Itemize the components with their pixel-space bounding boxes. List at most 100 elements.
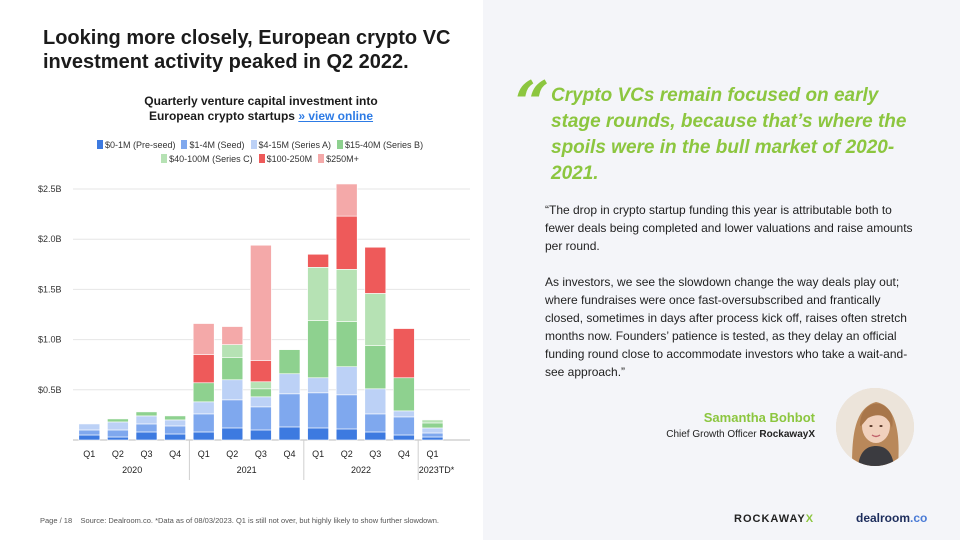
bar-segment bbox=[164, 425, 186, 435]
y-tick-label: $1.0B bbox=[38, 335, 62, 345]
bar-segment bbox=[78, 434, 101, 441]
bar-segment bbox=[421, 436, 444, 441]
bar-segment bbox=[78, 429, 101, 436]
bar-segment bbox=[307, 320, 329, 379]
bar-segment bbox=[421, 422, 444, 429]
bar-segment bbox=[135, 411, 158, 417]
bar-segment bbox=[421, 427, 444, 434]
bar-segment bbox=[364, 345, 387, 390]
chart-legend: $0-1M (Pre-seed) $1-4M (Seed) $4-15M (Seri… bbox=[70, 138, 450, 166]
x-tick-label: Q3 bbox=[255, 449, 267, 459]
view-online-link[interactable]: » view online bbox=[298, 109, 374, 123]
bar-segment bbox=[335, 215, 358, 270]
bar-segment bbox=[192, 354, 215, 384]
rockaway-logo-x: X bbox=[805, 513, 815, 525]
bar-segment bbox=[278, 373, 301, 395]
bar-segment bbox=[221, 427, 244, 441]
bar-segment bbox=[250, 244, 272, 361]
year-label: 2021 bbox=[237, 465, 257, 475]
bar-segment bbox=[421, 419, 444, 424]
bar-segment bbox=[335, 394, 358, 430]
bar-segment bbox=[107, 436, 129, 441]
year-label: 2023TD* bbox=[419, 465, 455, 475]
bar-segment bbox=[221, 357, 244, 381]
bar-segment bbox=[307, 392, 329, 429]
bar-segment bbox=[192, 382, 215, 403]
y-tick-label: $1.5B bbox=[38, 284, 62, 294]
bar-segment bbox=[393, 377, 415, 412]
legend-label: $100-250M bbox=[266, 154, 313, 164]
legend-item: $250M+ bbox=[318, 152, 359, 166]
quote-paragraph-2: As investors, we see the slowdown change… bbox=[545, 275, 908, 379]
bar-segment bbox=[307, 377, 329, 394]
year-label: 2020 bbox=[122, 465, 142, 475]
bar-segment bbox=[135, 423, 158, 433]
bar-segment bbox=[278, 393, 301, 428]
legend-label: $4-15M (Series A) bbox=[258, 140, 332, 150]
bar-segment bbox=[307, 427, 329, 441]
legend-item: $4-15M (Series A) bbox=[250, 138, 332, 152]
legend-swatch bbox=[250, 140, 257, 149]
headline: Looking more closely, European crypto VC… bbox=[43, 27, 451, 73]
x-tick-label: Q3 bbox=[369, 449, 381, 459]
y-tick-label: $0.5B bbox=[38, 385, 62, 395]
dealroom-logo-text: dealroom bbox=[856, 511, 911, 525]
dealroom-logo-suffix: .co bbox=[910, 511, 928, 525]
legend-item: $100-250M bbox=[258, 152, 313, 166]
bar-segment bbox=[164, 415, 186, 421]
y-tick-label: $2.0B bbox=[38, 234, 62, 244]
avatar-portrait-icon bbox=[836, 388, 914, 466]
stacked-bar-chart: $0.5B $1.0B $1.5B $2.0B $2.5B Q1 Q2 Q3 Q4 Q1 Q2 Q3 Q… bbox=[38, 183, 470, 480]
quote-title: Crypto VCs remain focused on early stage… bbox=[551, 85, 907, 184]
person-name: Samantha Bohbot bbox=[703, 410, 815, 425]
bar-segment bbox=[393, 328, 415, 379]
bar-segment bbox=[107, 429, 129, 438]
bar-segment bbox=[192, 323, 215, 355]
bar-segment bbox=[250, 429, 272, 441]
bar-segment bbox=[335, 183, 358, 217]
x-tick-label: Q1 bbox=[426, 449, 438, 459]
chart-title-line1: Quarterly venture capital investment int… bbox=[144, 94, 378, 108]
bar-segment bbox=[364, 413, 387, 433]
bar-segment bbox=[335, 269, 358, 322]
bar-segment bbox=[421, 432, 444, 438]
bar-segment bbox=[135, 431, 158, 441]
bar-segment bbox=[107, 418, 129, 423]
x-tick-label: Q1 bbox=[198, 449, 210, 459]
x-tick-label: Q2 bbox=[112, 449, 124, 459]
legend-swatch bbox=[318, 154, 325, 163]
person-company: RockawayX bbox=[759, 429, 815, 440]
bar-segment bbox=[250, 360, 272, 383]
source-note: Source: Dealroom.co. *Data as of 08/03/2… bbox=[80, 516, 439, 525]
legend-swatch bbox=[258, 154, 265, 163]
person-title: Chief Growth Officer bbox=[666, 429, 760, 440]
rockaway-logo: ROCKAWAYX bbox=[734, 513, 814, 525]
left-panel: Looking more closely, European crypto VC… bbox=[38, 27, 470, 525]
legend-item: $15-40M (Series B) bbox=[337, 138, 423, 152]
x-tick-label: Q4 bbox=[398, 449, 410, 459]
bar-segment bbox=[250, 396, 272, 408]
legend-label: $1-4M (Seed) bbox=[189, 140, 245, 150]
page-number: Page / 18 bbox=[40, 516, 73, 525]
bar-segment bbox=[164, 419, 186, 427]
bar-segment bbox=[393, 416, 415, 436]
bar-segment bbox=[393, 434, 415, 441]
bar-segment bbox=[221, 379, 244, 401]
rockaway-logo-text: ROCKAWAY bbox=[734, 513, 806, 525]
bar-segment bbox=[364, 293, 387, 346]
legend-item: $1-4M (Seed) bbox=[181, 138, 245, 152]
x-tick-label: Q3 bbox=[140, 449, 152, 459]
quote-body: “The drop in crypto startup funding this… bbox=[545, 201, 915, 399]
bar-segment bbox=[250, 381, 272, 390]
bar-segment bbox=[221, 399, 244, 429]
bar-segment bbox=[364, 246, 387, 294]
bar-segment bbox=[107, 421, 129, 431]
quote-paragraph-1: “The drop in crypto startup funding this… bbox=[545, 203, 913, 253]
bar-segment bbox=[307, 267, 329, 321]
bar-segment bbox=[221, 344, 244, 358]
bar-segment bbox=[335, 366, 358, 396]
x-tick-label: Q1 bbox=[312, 449, 324, 459]
bar-segment bbox=[250, 406, 272, 431]
bar-segment bbox=[335, 428, 358, 441]
bar-segment bbox=[278, 426, 301, 441]
